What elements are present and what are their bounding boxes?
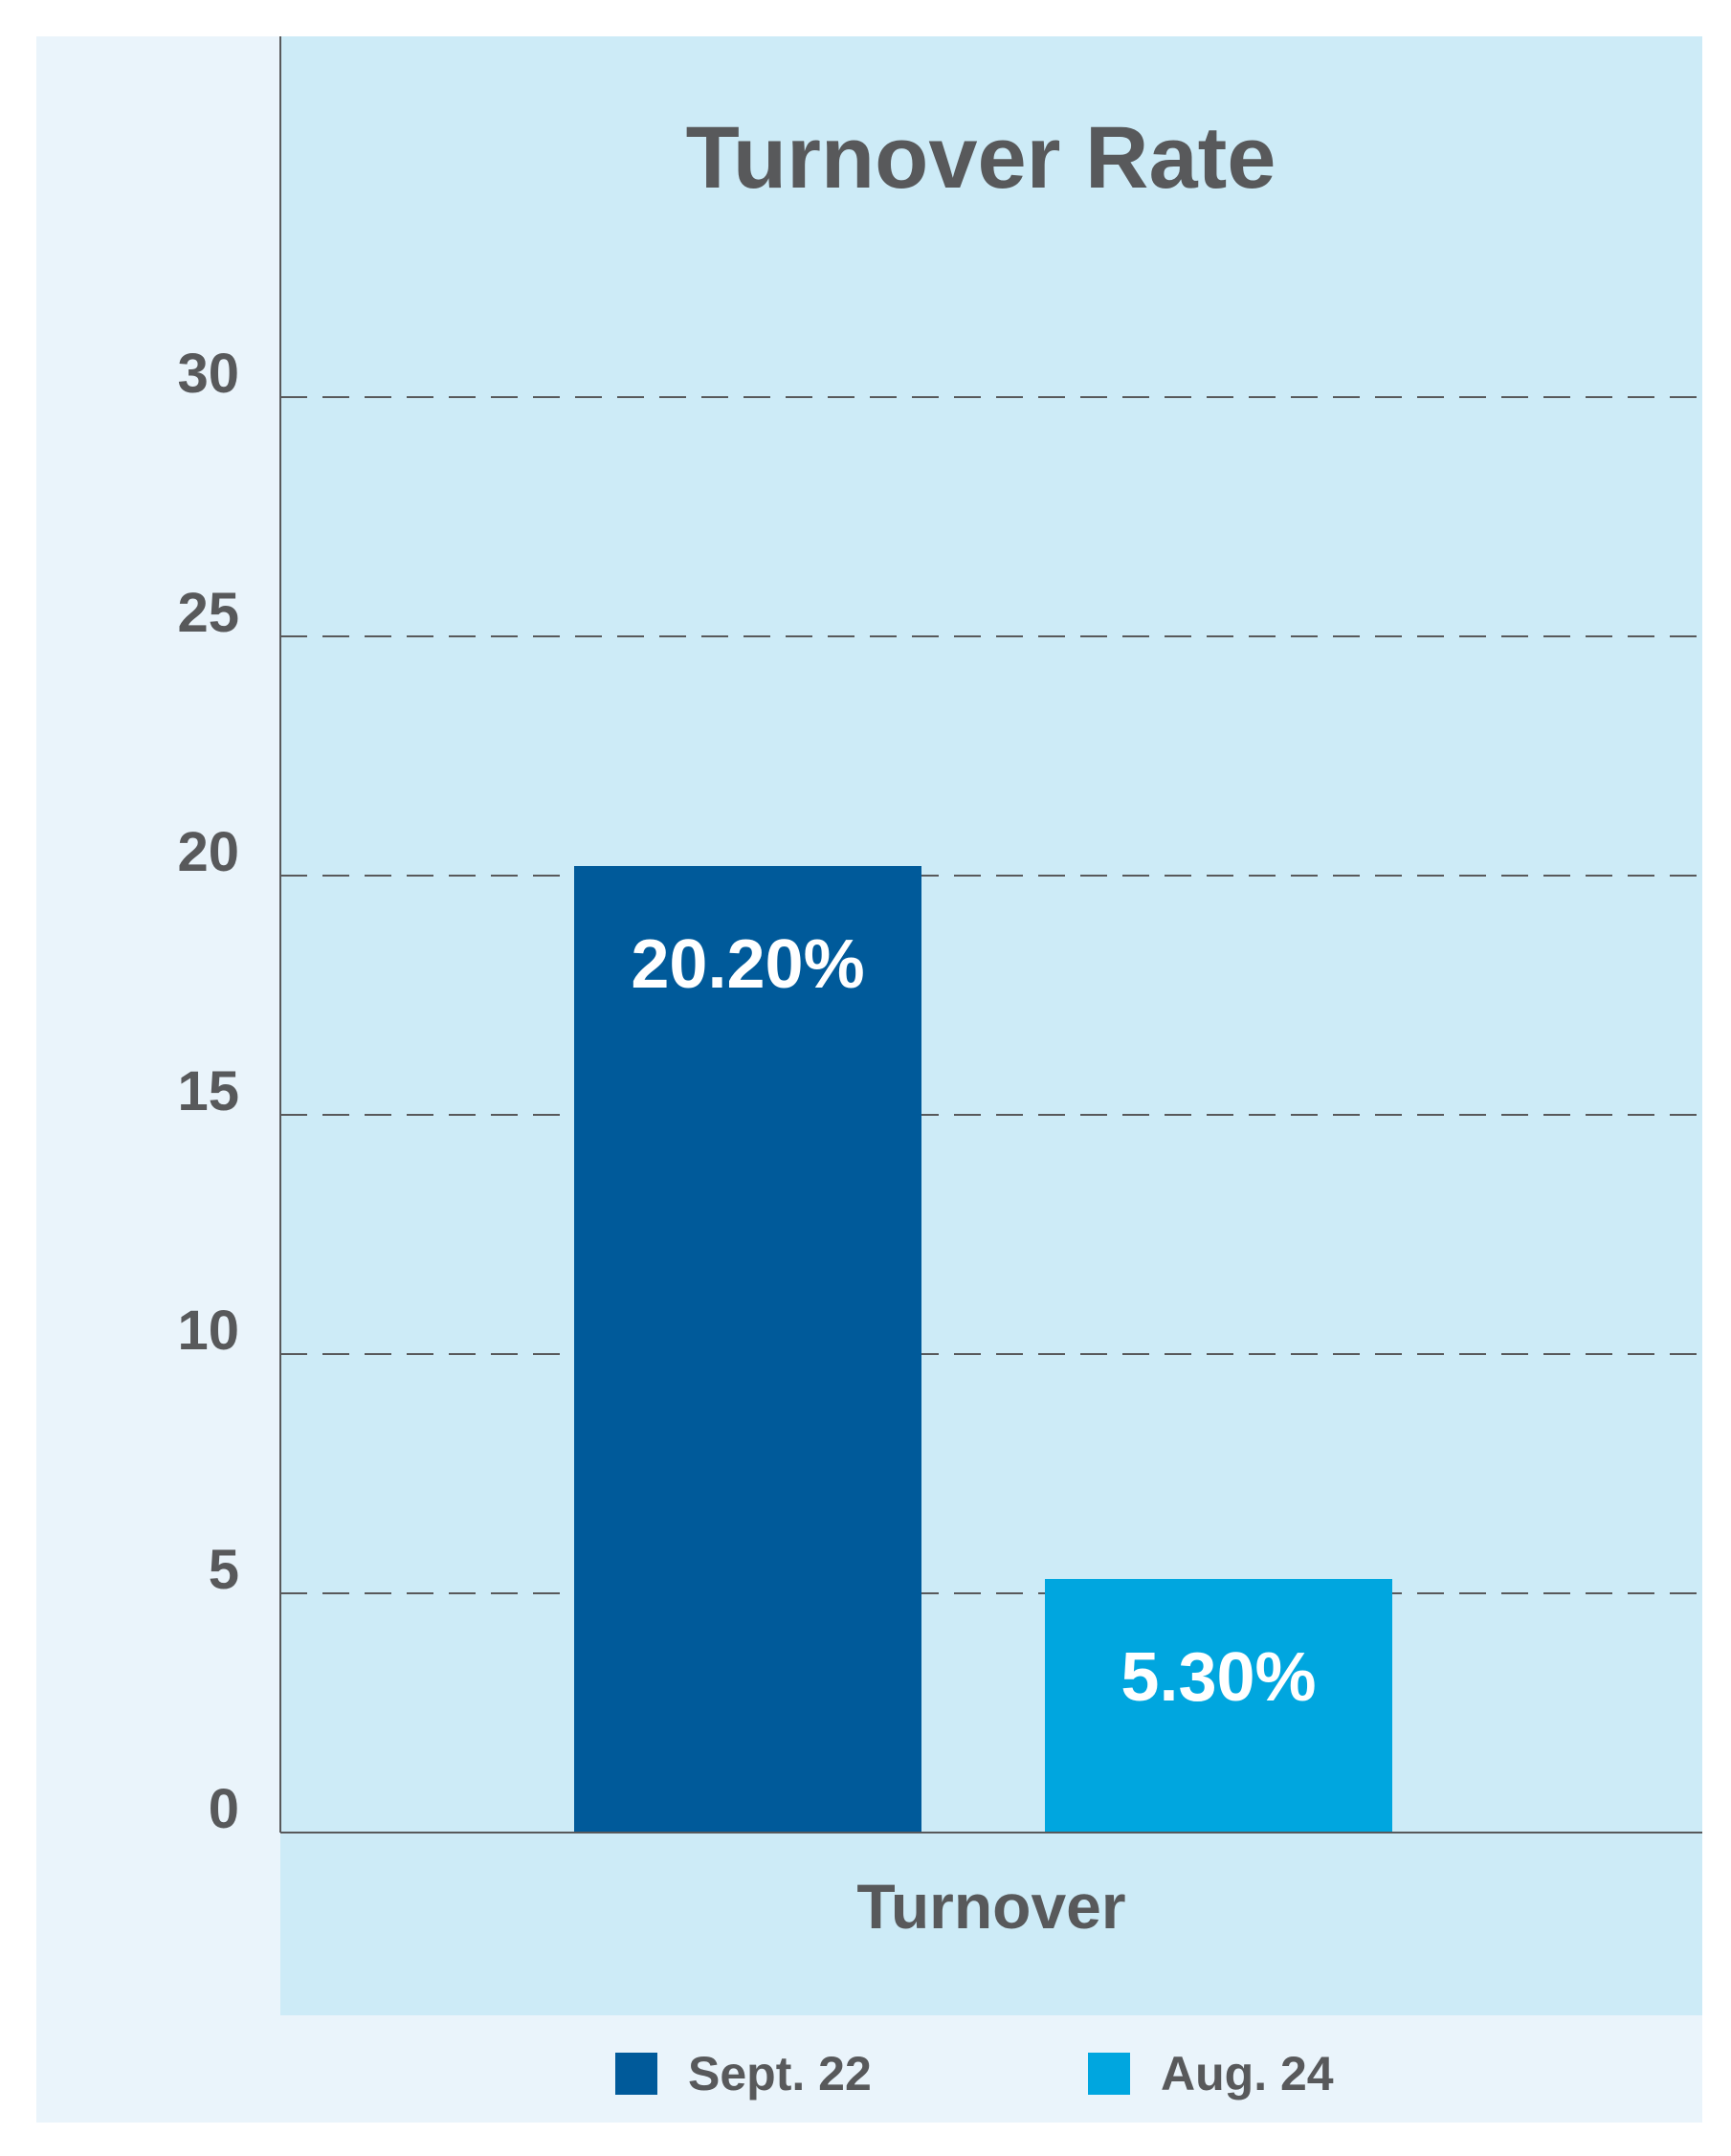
chart-title: Turnover Rate (686, 109, 1276, 207)
legend-label: Aug. 24 (1161, 2047, 1334, 2100)
legend-swatch (615, 2053, 657, 2095)
y-tick-label: 5 (209, 1539, 239, 1601)
gridlines (280, 396, 1702, 1594)
legend-swatch (1088, 2053, 1130, 2095)
plot-area (280, 36, 1702, 2015)
y-tick-label: 25 (177, 582, 239, 644)
y-tick-label: 10 (177, 1300, 239, 1362)
y-tick-label: 20 (177, 821, 239, 883)
x-category-label: Turnover (856, 1871, 1125, 1942)
y-axis-ticks: 0 5 10 15 20 25 30 (177, 343, 239, 1840)
bar-aug-24 (1045, 1579, 1392, 1833)
bar-value-label: 5.30% (1121, 1639, 1316, 1716)
x-axis-categories: Turnover (856, 1871, 1125, 1942)
legend-item: Sept. 22 (615, 2047, 872, 2100)
bar-sept-22 (574, 866, 921, 1833)
bars: 20.20% 5.30% (574, 866, 1392, 1833)
bar-value-label: 20.20% (631, 926, 864, 1003)
legend-item: Aug. 24 (1088, 2047, 1334, 2100)
y-tick-label: 15 (177, 1060, 239, 1122)
y-tick-label: 30 (177, 343, 239, 405)
legend-label: Sept. 22 (688, 2047, 872, 2100)
legend: Sept. 22 Aug. 24 (615, 2047, 1334, 2100)
y-tick-label: 0 (209, 1778, 239, 1840)
